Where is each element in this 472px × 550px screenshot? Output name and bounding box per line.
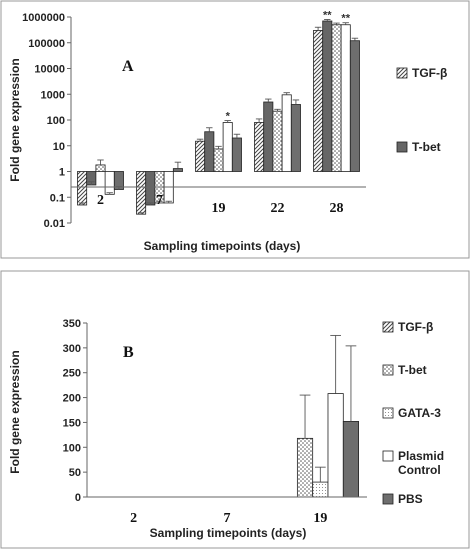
panel-b-bars: [296, 334, 360, 498]
bar-series-4-day-19: [222, 122, 233, 172]
panel-a-bars: [77, 19, 360, 215]
y-tick-label: 0.01: [44, 218, 65, 230]
y-tick-label: 350: [63, 318, 81, 330]
bar-series-4-day-22: [281, 94, 292, 172]
y-tick-label: 100000: [28, 38, 65, 50]
x-category-label: 2: [97, 193, 104, 208]
bar-series-3-day-2: [95, 164, 106, 172]
panel-a-annotations: *** **: [226, 9, 351, 122]
legend-label: TGF-β: [412, 66, 447, 80]
panel-b-label: B: [123, 344, 134, 361]
bar-series-4-day-2: [104, 171, 115, 195]
panel-a-category-labels: 2 7 19 22 28: [97, 193, 344, 216]
y-tick-label: 50: [69, 467, 81, 479]
panel-a-label: A: [122, 58, 134, 75]
significance-marker: **: [341, 13, 350, 25]
legend-swatch: [382, 450, 394, 462]
bar-series-3-day-22: [272, 110, 283, 172]
legend-label: TGF-β: [398, 320, 433, 334]
panel-a-y-axis-label: Fold gene expression: [8, 58, 22, 181]
y-tick-label: 1000: [41, 89, 65, 101]
y-tick-label: 250: [63, 368, 81, 380]
bar-pbs-day-19: [342, 421, 360, 498]
y-tick-label: 0: [75, 492, 81, 504]
legend-swatch: [396, 67, 408, 79]
bar-t-bet-day-19: [296, 437, 314, 498]
x-category-label: 28: [330, 201, 344, 216]
y-tick-label: 100: [63, 442, 81, 454]
bar-series-2-day-28: [322, 20, 333, 172]
bar-plasmid-control-day-19: [327, 393, 344, 498]
bar-series-5-day-22: [290, 104, 301, 172]
legend-swatch: [382, 364, 394, 376]
x-category-label: 22: [271, 201, 285, 216]
bar-series-3-day-28: [331, 24, 342, 172]
y-tick-label: 300: [63, 343, 81, 355]
y-tick-label: 150: [63, 417, 81, 429]
y-tick-label: 10000: [34, 64, 65, 76]
bar-series-5-day-7: [172, 168, 183, 172]
legend-swatch: [382, 493, 394, 505]
x-category-label: 2: [130, 511, 137, 526]
x-category-label: 7: [156, 193, 163, 208]
panel-a-x-axis-label: Sampling timepoints (days): [144, 239, 301, 253]
legend-label: GATA-3: [398, 406, 441, 420]
bar-series-2-day-22: [263, 101, 274, 172]
significance-marker: **: [323, 9, 332, 21]
legend-swatch: [382, 407, 394, 419]
bar-series-1-day-7: [136, 171, 147, 215]
legend-label: T-bet: [412, 140, 441, 154]
y-tick-label: 1000000: [22, 12, 65, 24]
y-tick-label: 1: [59, 167, 65, 179]
panel-a-legend: TGF-β T-bet: [396, 66, 447, 154]
x-category-label: 7: [224, 511, 231, 526]
bar-series-1-day-28: [313, 30, 324, 172]
panel-b-category-labels: 2 7 19: [130, 511, 327, 526]
panel-b-y-ticks: 0 50 100 150 200 250 300 350: [63, 318, 87, 504]
x-category-label: 19: [212, 201, 226, 216]
bar-series-2-day-7: [145, 171, 156, 206]
legend-label: Plasmid: [398, 449, 444, 463]
panel-b-y-axis-label: Fold gene expression: [8, 350, 22, 473]
bar-series-1-day-19: [195, 140, 206, 172]
y-tick-label: 0.1: [50, 192, 65, 204]
legend-swatch: [396, 141, 408, 153]
panel-a-frame: [0, 0, 470, 259]
y-tick-label: 100: [47, 115, 65, 127]
bar-series-4-day-28: [340, 24, 351, 172]
legend-label: PBS: [398, 492, 423, 506]
panel-b-x-axis-label: Sampling timepoints (days): [150, 526, 307, 540]
bar-series-5-day-28: [349, 40, 360, 172]
legend-swatch: [382, 321, 394, 333]
legend-label: T-bet: [398, 363, 427, 377]
x-category-label: 19: [313, 511, 327, 526]
bar-series-3-day-19: [213, 148, 224, 172]
y-tick-label: 200: [63, 393, 81, 405]
bar-series-1-day-22: [254, 122, 265, 172]
bar-series-1-day-2: [77, 171, 88, 206]
significance-marker: *: [226, 111, 231, 123]
y-tick-label: 10: [53, 141, 65, 153]
bar-gata-3-day-19: [312, 481, 329, 498]
panel-a-y-ticks: 0.01 0.1 1 10 100 1000 10000 100000 1000000: [22, 12, 71, 230]
bar-series-2-day-19: [204, 131, 215, 172]
bar-series-5-day-19: [231, 137, 242, 172]
legend-label: Control: [398, 463, 441, 477]
panel-b-frame: [0, 270, 470, 549]
